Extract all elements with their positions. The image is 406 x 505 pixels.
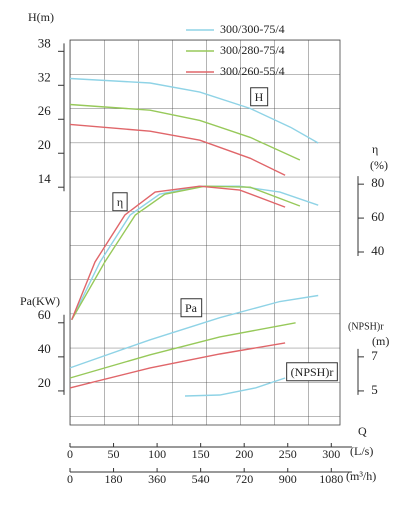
pa-annotation: Pa xyxy=(185,301,198,315)
npsh-annotation-box xyxy=(286,362,338,382)
h-tick-label: 20 xyxy=(38,137,51,152)
grid-pattern xyxy=(69,39,341,426)
npsh-annotation: (NPSH)r xyxy=(291,365,334,379)
h-tick-label: 26 xyxy=(38,103,52,118)
pa-annotation-box xyxy=(180,298,203,318)
eta-curve xyxy=(71,185,319,321)
npsh-tick-label: 7 xyxy=(371,348,378,363)
legend-label: 300/260-55/4 xyxy=(220,64,285,78)
eta-annotation-box xyxy=(112,192,128,212)
pa-curve xyxy=(69,294,319,369)
h-curve xyxy=(69,123,286,176)
npsh-tick-label: 5 xyxy=(371,382,378,397)
h-curve xyxy=(69,77,319,144)
x-axis-unit: (L/s) xyxy=(350,444,373,458)
eta-curve xyxy=(71,185,286,321)
x-tick-label: 100 xyxy=(148,447,166,461)
legend-label: 300/280-75/4 xyxy=(220,43,285,57)
legend-label: 300/300-75/4 xyxy=(220,22,285,36)
x-tick-label: 300 xyxy=(322,447,340,461)
pa-tick-label: 20 xyxy=(38,375,51,390)
pa-tick-label: 40 xyxy=(38,341,51,356)
x-tick-label: 540 xyxy=(192,472,210,486)
h-annotation: H xyxy=(255,90,264,104)
x-tick-label: 900 xyxy=(279,472,297,486)
eta-tick-label: 80 xyxy=(371,175,384,190)
x-axis-label: Q xyxy=(358,424,367,438)
pa-curve xyxy=(69,322,296,379)
eta-tick-label: 60 xyxy=(371,209,384,224)
eta-annotation: η xyxy=(117,195,123,209)
x-tick-label: 180 xyxy=(105,472,123,486)
pa-axis-label: Pa(KW) xyxy=(20,294,60,308)
h-tick-label: 32 xyxy=(38,69,51,84)
eta-axis-label: η xyxy=(372,142,378,156)
h-curve xyxy=(69,103,301,161)
pa-curve xyxy=(69,342,286,389)
x-tick-label: 150 xyxy=(192,447,210,461)
x-tick-label: 720 xyxy=(235,472,253,486)
eta-axis-unit: (%) xyxy=(370,158,388,172)
x-tick-label: 250 xyxy=(279,447,297,461)
h-tick-label: 14 xyxy=(38,171,52,186)
npsh-axis-unit: (m) xyxy=(372,334,389,348)
x-tick-label: 200 xyxy=(235,447,253,461)
h-annotation-box xyxy=(250,87,269,107)
npsh-axis-label: (NPSH)r xyxy=(348,321,384,332)
eta-curve xyxy=(71,185,301,321)
h-tick-label: 38 xyxy=(38,35,51,50)
npsh-curve xyxy=(184,377,286,397)
x-tick-label: 50 xyxy=(108,447,120,461)
h-axis-label: H(m) xyxy=(28,10,54,24)
x-tick-label: 0 xyxy=(67,447,73,461)
x2-axis-unit: (m³/h) xyxy=(346,469,376,483)
pa-tick-label: 60 xyxy=(38,307,51,322)
x-tick-label: 360 xyxy=(148,472,166,486)
x-tick-label: 0 xyxy=(67,472,73,486)
x-tick-label: 1080 xyxy=(319,472,343,486)
eta-tick-label: 40 xyxy=(371,243,384,258)
